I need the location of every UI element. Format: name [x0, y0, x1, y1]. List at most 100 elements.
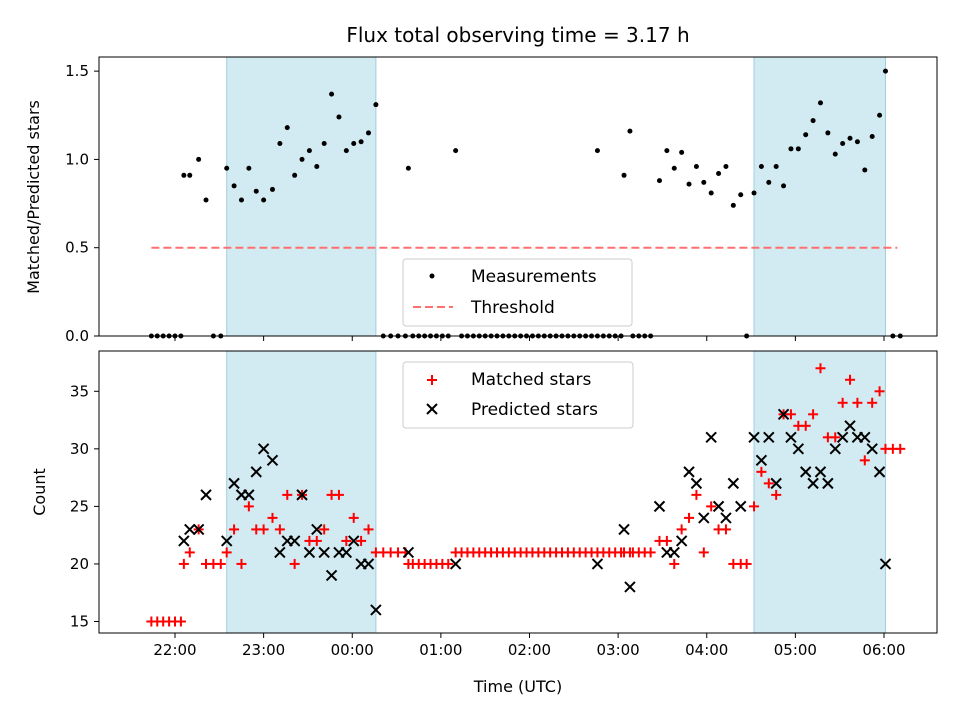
- predicted-star-point: [705, 431, 717, 444]
- measurement-point: [453, 148, 459, 154]
- matched-star-point: [741, 558, 752, 569]
- predicted-star-point: [274, 546, 286, 559]
- y-tick-label: 1.5: [65, 62, 89, 80]
- matched-star-point: [669, 558, 680, 569]
- matched-star-point: [221, 547, 232, 558]
- x-tick-label: 01:00: [419, 641, 462, 659]
- matched-star-point: [720, 524, 731, 535]
- predicted-star-point: [288, 535, 301, 547]
- predicted-star-point: [311, 523, 323, 536]
- measurement-point: [329, 91, 335, 97]
- predicted-star-point: [243, 489, 255, 501]
- matched-star-point: [311, 535, 322, 546]
- measurement-point: [365, 130, 371, 136]
- matched-star-point: [867, 397, 878, 408]
- matched-star-point: [184, 547, 195, 558]
- predicted-star-point: [250, 466, 262, 478]
- matched-star-point: [267, 512, 278, 523]
- legend-marker-predicted: [426, 403, 438, 415]
- measurement-point: [351, 141, 357, 147]
- predicted-star-point: [822, 477, 834, 490]
- shaded-interval-1: [753, 350, 886, 634]
- top-y-axis-label: Matched/Predicted stars: [24, 100, 43, 294]
- bottom-y-axis-label: Count: [30, 468, 49, 516]
- predicted-star-point: [220, 535, 233, 547]
- matched-star-point: [763, 478, 774, 489]
- legend-marker-measurements: [429, 273, 435, 279]
- measurement-point: [405, 165, 411, 171]
- predicted-star-point: [296, 489, 308, 501]
- measurement-point: [788, 146, 794, 152]
- measurement-point: [840, 141, 846, 147]
- measurement-point: [723, 163, 729, 169]
- x-tick-label: 02:00: [508, 641, 551, 659]
- bottom-panel: 15 20 25 30 35 22:00 23:00 00:00 01:00 02:00 03:0…: [30, 350, 938, 696]
- predicted-star-point: [184, 523, 196, 536]
- matched-star-point: [229, 524, 240, 535]
- x-tick-label: 22:00: [153, 641, 196, 659]
- measurement-point: [292, 172, 298, 178]
- measurement-point: [336, 114, 342, 120]
- top-plot-frame: [98, 56, 938, 337]
- predicted-star-point: [266, 454, 279, 467]
- shaded-interval-0: [226, 56, 377, 337]
- matched-star-point: [830, 432, 841, 443]
- predicted-star-point: [200, 489, 212, 501]
- x-tick-label: 06:00: [862, 641, 905, 659]
- predicted-star-point: [712, 500, 725, 513]
- predicted-star-point: [777, 408, 790, 421]
- predicted-star-point: [348, 535, 360, 547]
- matched-star-point: [356, 535, 367, 546]
- matched-star-point: [845, 374, 856, 385]
- measurement-point: [664, 148, 670, 154]
- legend-marker-matched: [427, 375, 437, 385]
- matched-star-point: [258, 524, 269, 535]
- predicted-star-point: [303, 546, 316, 559]
- predicted-star-point: [735, 500, 747, 513]
- measurement-point: [231, 183, 237, 189]
- matched-star-point: [341, 535, 352, 546]
- shaded-interval-1: [753, 56, 886, 337]
- predicted-star-point: [866, 443, 878, 455]
- predicted-star-point: [690, 477, 703, 490]
- y-tick-label: 30: [70, 440, 89, 458]
- measurement-point: [716, 171, 722, 177]
- measurement-point: [187, 172, 193, 178]
- measurement-point: [671, 165, 677, 171]
- bottom-legend-box: [402, 361, 634, 429]
- measurement-point: [196, 156, 202, 162]
- measurement-point: [766, 179, 772, 185]
- matched-star-point: [771, 489, 782, 500]
- measurement-point: [795, 146, 801, 152]
- measurement-point: [701, 179, 707, 185]
- matched-star-point: [684, 512, 695, 523]
- predicted-star-point: [362, 558, 375, 570]
- predicted-star-point: [624, 581, 636, 593]
- predicted-star-point: [257, 443, 270, 455]
- measurement-point: [373, 102, 379, 108]
- measurement-point: [832, 151, 838, 157]
- predicted-star-point: [829, 443, 841, 455]
- y-tick-label: 20: [70, 555, 89, 573]
- bottom-x-ticks: 22:00 23:00 00:00 01:00 02:00 03:00 04:00 05:00…: [153, 633, 906, 659]
- measurement-point: [803, 132, 809, 138]
- matched-star-point: [363, 524, 374, 535]
- measurement-point: [847, 135, 853, 141]
- measurement-point: [730, 202, 736, 208]
- y-tick-label: 35: [70, 382, 89, 400]
- predicted-star-point: [675, 535, 688, 547]
- predicted-star-point: [449, 558, 462, 570]
- y-tick-label: 0.0: [65, 327, 89, 345]
- predicted-star-point: [807, 477, 819, 490]
- matched-star-point: [808, 409, 819, 420]
- predicted-star-point: [698, 512, 710, 524]
- measurement-point: [758, 163, 764, 169]
- measurement-point: [203, 197, 209, 203]
- matched-star-point: [645, 547, 656, 558]
- matched-star-point: [274, 524, 285, 535]
- predicted-star-point: [228, 477, 240, 490]
- matched-star-point: [243, 501, 254, 512]
- predicted-star-point: [402, 546, 415, 559]
- matched-star-point: [236, 558, 247, 569]
